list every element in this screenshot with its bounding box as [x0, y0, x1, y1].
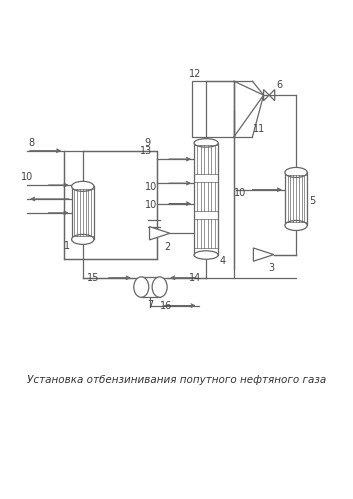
- Ellipse shape: [72, 181, 94, 191]
- Text: 4: 4: [220, 256, 226, 266]
- Ellipse shape: [194, 139, 218, 147]
- Text: 13: 13: [140, 146, 152, 157]
- Text: 8: 8: [29, 138, 35, 148]
- Bar: [141, 277, 160, 297]
- Text: 10: 10: [145, 200, 157, 210]
- Ellipse shape: [134, 277, 149, 297]
- Text: 2: 2: [164, 242, 170, 252]
- Polygon shape: [253, 248, 274, 261]
- Polygon shape: [269, 89, 275, 101]
- Bar: [285, 173, 307, 226]
- Text: Установка отбензинивания попутного нефтяного газа: Установка отбензинивания попутного нефтя…: [27, 375, 326, 385]
- Text: 9: 9: [145, 138, 151, 148]
- Text: 5: 5: [309, 196, 315, 206]
- Text: 10: 10: [21, 173, 33, 183]
- Text: 10: 10: [145, 182, 157, 192]
- Bar: [192, 81, 234, 137]
- Ellipse shape: [152, 277, 167, 297]
- Ellipse shape: [285, 168, 307, 178]
- Ellipse shape: [72, 235, 94, 245]
- Text: 14: 14: [189, 273, 202, 283]
- Ellipse shape: [285, 221, 307, 231]
- Bar: [194, 143, 218, 255]
- Text: 10: 10: [234, 188, 246, 198]
- Polygon shape: [264, 89, 269, 101]
- Text: 12: 12: [189, 68, 202, 78]
- Polygon shape: [150, 227, 170, 240]
- Text: 11: 11: [252, 124, 265, 134]
- Text: 6: 6: [276, 80, 283, 90]
- Bar: [64, 151, 157, 259]
- Text: 7: 7: [147, 300, 154, 310]
- Text: 3: 3: [268, 263, 274, 273]
- Ellipse shape: [194, 251, 218, 259]
- Text: 15: 15: [88, 273, 100, 283]
- Text: 1: 1: [64, 241, 70, 251]
- Bar: [72, 186, 94, 240]
- Text: 16: 16: [160, 301, 172, 311]
